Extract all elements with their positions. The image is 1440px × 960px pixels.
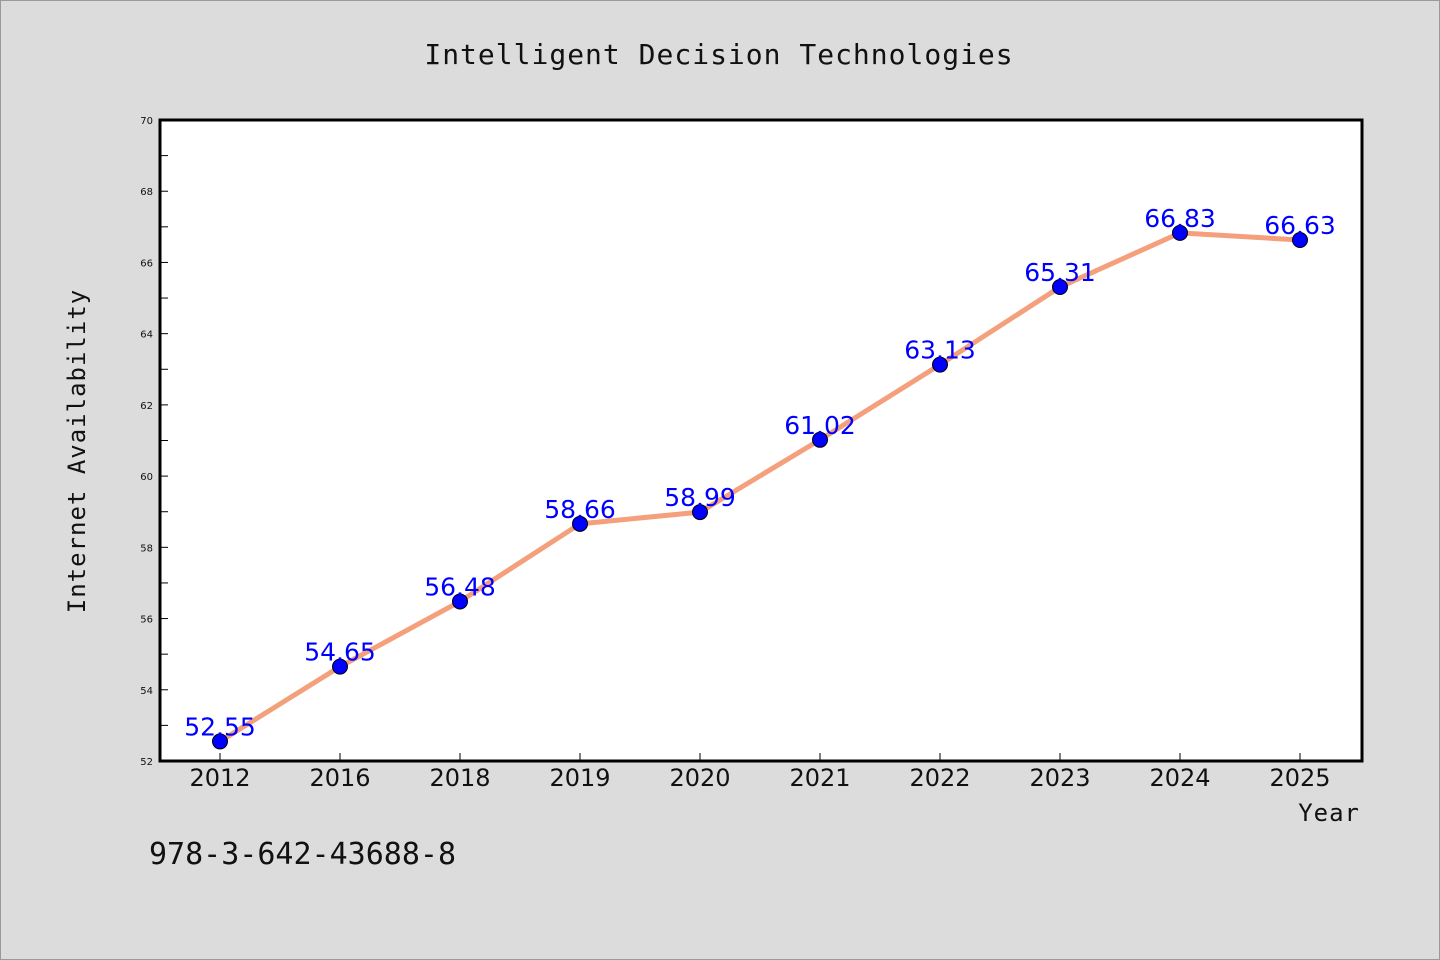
x-tick-label: 2020 [669,764,730,792]
data-label: 58.99 [664,483,736,512]
y-tick-label: 58 [140,543,153,554]
data-point [452,593,468,610]
x-tick-label: 2024 [1149,764,1210,792]
data-label: 52.55 [184,712,256,741]
x-tick-label: 2021 [789,764,850,792]
data-label: 61.02 [784,411,856,440]
y-tick-label: 68 [140,187,153,198]
data-markers [212,224,1308,750]
y-tick-label: 62 [140,401,153,412]
data-point [1052,279,1068,296]
y-tick-label: 64 [140,330,153,341]
data-point [932,356,948,373]
y-axis: 52 54 56 58 60 62 64 66 68 70 [140,116,168,768]
series-line [218,230,1301,744]
x-tick-label: 2025 [1269,764,1330,792]
data-label: 56.48 [424,572,496,601]
y-tick-label: 56 [140,615,153,626]
data-label: 66.83 [1144,204,1216,233]
data-point [572,515,588,532]
x-tick-label: 2022 [909,764,970,792]
x-axis: 2012 2016 2018 2019 2020 2021 2022 2023 2024 2025 [189,753,1331,792]
y-tick-label: 66 [140,258,153,269]
data-point [1292,232,1308,249]
y-tick-label: 60 [140,472,153,483]
x-axis-label: Year [1298,799,1360,827]
x-tick-label: 2018 [429,764,490,792]
data-label: 54.65 [304,638,376,667]
y-tick-label: 54 [140,686,153,697]
x-tick-label: 2023 [1029,764,1090,792]
data-label: 66.63 [1264,211,1336,240]
data-point [812,431,828,448]
y-axis-label: Internet Availability [63,289,91,613]
chart-title: Intelligent Decision Technologies [424,38,1013,71]
y-tick-label: 52 [140,757,153,768]
x-tick-label: 2016 [309,764,370,792]
data-label: 58.66 [544,495,616,524]
data-labels: 52.55 54.65 56.48 58.66 58.99 61.02 63.13 65.31… [184,204,1336,742]
x-tick-label: 2012 [189,764,250,792]
y-tick-label: 70 [140,116,153,127]
data-point [332,658,348,675]
x-tick-label: 2019 [549,764,610,792]
data-label: 63.13 [904,336,976,365]
data-point [212,733,228,750]
data-point [1172,224,1188,241]
data-point [692,504,708,521]
data-label: 65.31 [1024,258,1096,287]
isbn-annotation: 978-3-642-43688-8 [149,837,456,872]
